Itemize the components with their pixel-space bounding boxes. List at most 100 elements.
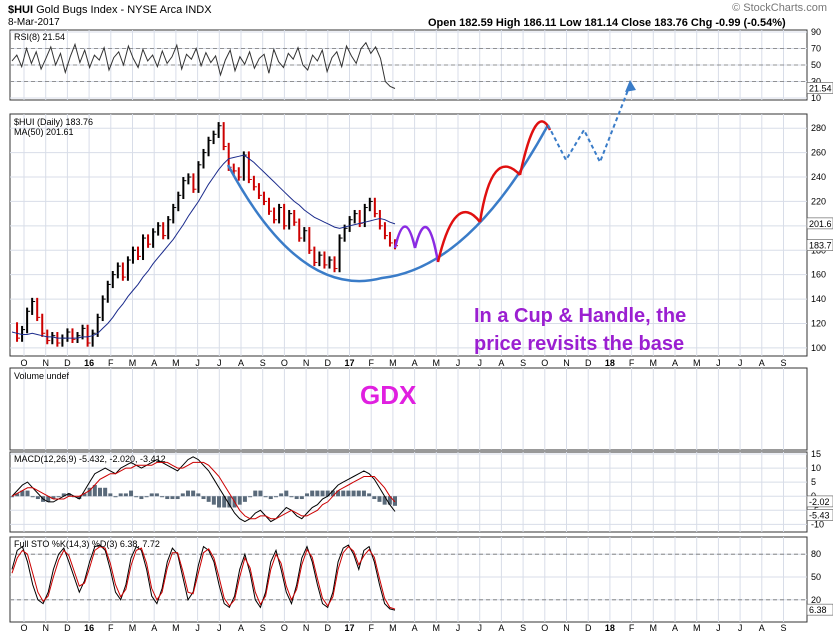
price-x-tick-label: A	[238, 358, 244, 368]
macd-hist-bar	[268, 496, 273, 500]
macd-hist-bar	[175, 496, 180, 500]
price-x-tick-label: N	[42, 358, 49, 368]
macd-hist-bar	[185, 490, 190, 497]
price-x-tick-label: A	[151, 358, 157, 368]
chart-date: 8-Mar-2017	[8, 17, 60, 28]
stochastic-panel	[9, 536, 808, 623]
macd-label-2-box	[806, 509, 833, 521]
macd-hist-bar	[211, 496, 216, 505]
price-x-tick-label: J	[195, 358, 200, 368]
macd-hist-bar	[393, 496, 397, 506]
price-x-tick-label: A	[759, 358, 765, 368]
macd-tick-label: -10	[811, 519, 824, 529]
macd-title: MACD(12,26,9) -5.432, -2.020, -3.412	[14, 454, 166, 464]
macd-hist-bar	[341, 490, 346, 497]
macd-hist-bar	[336, 490, 341, 497]
macd-hist-bar	[123, 493, 128, 497]
price-tick-label: 100	[811, 343, 826, 353]
macd-hist-bar	[20, 490, 25, 497]
macd-hist-bar	[382, 496, 387, 505]
price-x-tick-label: A	[672, 358, 678, 368]
macd-hist-bar	[77, 496, 82, 500]
macd-hist-bar	[242, 496, 247, 502]
sto-label-box	[806, 603, 833, 616]
price-x-tick-label: J	[716, 358, 721, 368]
macd-hist-bar	[25, 490, 30, 497]
macd-hist-bar	[103, 487, 108, 497]
price-x-tick-label: F	[629, 358, 635, 368]
macd-hist-bar	[367, 493, 372, 497]
handle-arc-5	[518, 120, 552, 176]
macd-label-1-box	[806, 495, 833, 508]
sto-x-tick-label: D	[325, 623, 332, 633]
macd-hist-bar	[87, 487, 92, 497]
sto-x-tick-label: 17	[344, 623, 354, 633]
price-x-tick-label: A	[412, 358, 418, 368]
price-panel	[9, 113, 808, 357]
macd-hist-bar	[372, 496, 377, 500]
macd-hist-bar	[263, 496, 268, 498]
macd-hist-bar	[325, 490, 330, 497]
macd-hist-bar	[356, 490, 361, 497]
price-x-tick-label: M	[172, 358, 180, 368]
macd-hist-bar	[248, 496, 253, 498]
macd-hist-bar	[30, 496, 35, 498]
rsi-title: RSI(8) 21.54	[14, 32, 65, 42]
price-title: $HUI (Daily) 183.76	[14, 117, 93, 127]
ma50-line	[11, 154, 396, 339]
quote-line: Open 182.59 High 186.11 Low 181.14 Close…	[428, 17, 786, 29]
macd-hist-bar	[154, 493, 159, 497]
macd-hist-bar	[139, 496, 144, 500]
macd-hist-bar	[222, 496, 227, 508]
price-x-tick-label: 17	[344, 358, 354, 368]
cup-curve	[226, 124, 550, 283]
macd-hist-bar	[46, 496, 51, 502]
price-x-tick-label: 18	[605, 358, 615, 368]
stochastic-title: Full STO %K(14,3) %D(3) 6.38, 7.72	[14, 539, 160, 549]
sto-x-tick-label: A	[672, 623, 678, 633]
sto-x-tick-label: N	[303, 623, 310, 633]
price-last-label-box	[806, 239, 833, 251]
handle-arc-4	[478, 165, 521, 223]
cup-text-line2: price revisits the base	[474, 333, 684, 355]
macd-hist-bar	[258, 490, 263, 497]
sto-x-tick-label: N	[42, 623, 49, 633]
macd-hist-bar	[305, 493, 310, 497]
index-name: Gold Bugs Index - NYSE Arca INDX	[36, 4, 212, 16]
price-x-tick-label: M	[693, 358, 701, 368]
price-tick-label: 260	[811, 148, 826, 158]
price-x-tick-label: 16	[84, 358, 94, 368]
sto-x-tick-label: O	[20, 623, 27, 633]
price-tick-label: 240	[811, 172, 826, 182]
price-x-tick-label: J	[217, 358, 222, 368]
rsi-last-label: 21.54	[809, 83, 832, 93]
macd-hist-bar	[180, 493, 185, 497]
sto-x-tick-label: S	[780, 623, 786, 633]
price-tick-label: 120	[811, 318, 826, 328]
rsi-last-label-box	[806, 82, 833, 94]
price-x-tick-label: N	[563, 358, 570, 368]
price-x-tick-label: J	[456, 358, 461, 368]
macd-hist-bar	[10, 496, 14, 498]
macd-hist-bar	[310, 490, 315, 497]
sto-x-tick-label: 18	[605, 623, 615, 633]
macd-hist-bar	[92, 484, 97, 497]
macd-hist-bar	[82, 493, 87, 497]
sto-x-tick-label: M	[172, 623, 180, 633]
price-x-tick-label: S	[520, 358, 526, 368]
sto-x-tick-label: A	[759, 623, 765, 633]
price-tick-label: 220	[811, 196, 826, 206]
macd-hist-bar	[377, 496, 382, 502]
macd-hist-bar	[129, 490, 134, 497]
sto-x-tick-label: M	[650, 623, 658, 633]
price-x-tick-label: S	[780, 358, 786, 368]
rsi-line	[11, 41, 396, 89]
ma-title: MA(50) 201.61	[14, 127, 74, 137]
macd-hist-bar	[15, 493, 20, 497]
price-x-tick-label: M	[650, 358, 658, 368]
sto-tick-label: 50	[811, 572, 821, 582]
projection-path	[547, 84, 631, 165]
macd-hist-bar	[56, 496, 61, 498]
price-tick-label: 280	[811, 123, 826, 133]
sto-x-tick-label: 16	[84, 623, 94, 633]
